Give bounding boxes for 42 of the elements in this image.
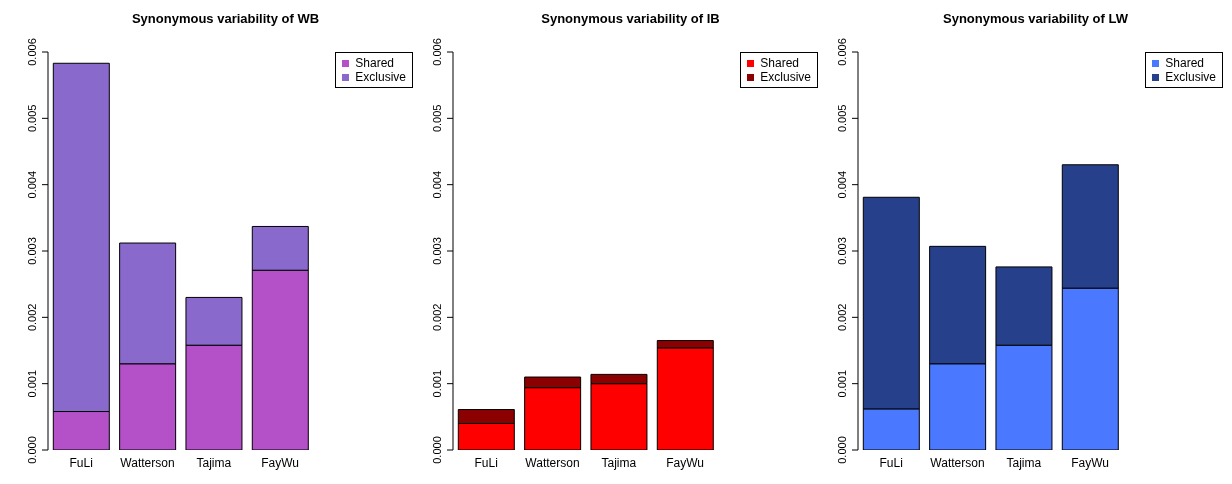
y-tick-label: 0.003 xyxy=(26,237,38,265)
x-tick-label: FayWu xyxy=(1071,455,1110,470)
y-tick-label: 0.000 xyxy=(431,436,443,464)
y-tick-label: 0.001 xyxy=(26,369,38,398)
y-tick-label: 0.004 xyxy=(431,170,443,199)
y-tick-label: 0.005 xyxy=(431,104,443,133)
legend-label: Exclusive xyxy=(760,70,811,84)
y-tick-label: 0.000 xyxy=(26,436,38,464)
x-tick-label: FuLi xyxy=(69,455,93,470)
y-tick-label: 0.004 xyxy=(26,170,38,199)
x-tick-label: Watterson xyxy=(930,455,985,470)
legend-label: Exclusive xyxy=(1165,70,1216,84)
y-tick-label: 0.003 xyxy=(836,237,848,265)
x-tick-label: Tajima xyxy=(1006,455,1042,470)
y-tick-label: 0.001 xyxy=(431,369,443,398)
y-tick-label: 0.006 xyxy=(26,38,38,66)
legend-label: Shared xyxy=(760,56,800,70)
x-tick-label: Watterson xyxy=(525,455,580,470)
chart-title: Synonymous variability of IB xyxy=(540,10,721,28)
x-tick-label: Tajima xyxy=(196,455,232,470)
y-tick-label: 0.004 xyxy=(836,170,848,199)
y-tick-label: 0.002 xyxy=(836,303,848,332)
y-tick-label: 0.001 xyxy=(836,369,848,398)
y-tick-label: 0.002 xyxy=(26,303,38,332)
legend-label: Shared xyxy=(1165,56,1205,70)
y-tick-label: 0.006 xyxy=(431,38,443,66)
y-tick-label: 0.006 xyxy=(836,38,848,66)
y-tick-label: 0.000 xyxy=(836,436,848,464)
x-tick-label: FayWu xyxy=(261,455,300,470)
x-tick-label: FayWu xyxy=(666,455,705,470)
y-tick-label: 0.003 xyxy=(431,237,443,265)
y-tick-label: 0.005 xyxy=(26,104,38,133)
legend-label: Exclusive xyxy=(355,70,406,84)
chart-title: Synonymous variability of LW xyxy=(942,10,1129,28)
x-tick-label: Tajima xyxy=(601,455,637,470)
y-tick-label: 0.002 xyxy=(431,303,443,332)
x-tick-label: FuLi xyxy=(474,455,498,470)
y-tick-label: 0.005 xyxy=(836,104,848,133)
legend-label: Shared xyxy=(355,56,395,70)
x-tick-label: Watterson xyxy=(120,455,175,470)
x-tick-label: FuLi xyxy=(879,455,903,470)
chart-title: Synonymous variability of WB xyxy=(130,10,321,28)
